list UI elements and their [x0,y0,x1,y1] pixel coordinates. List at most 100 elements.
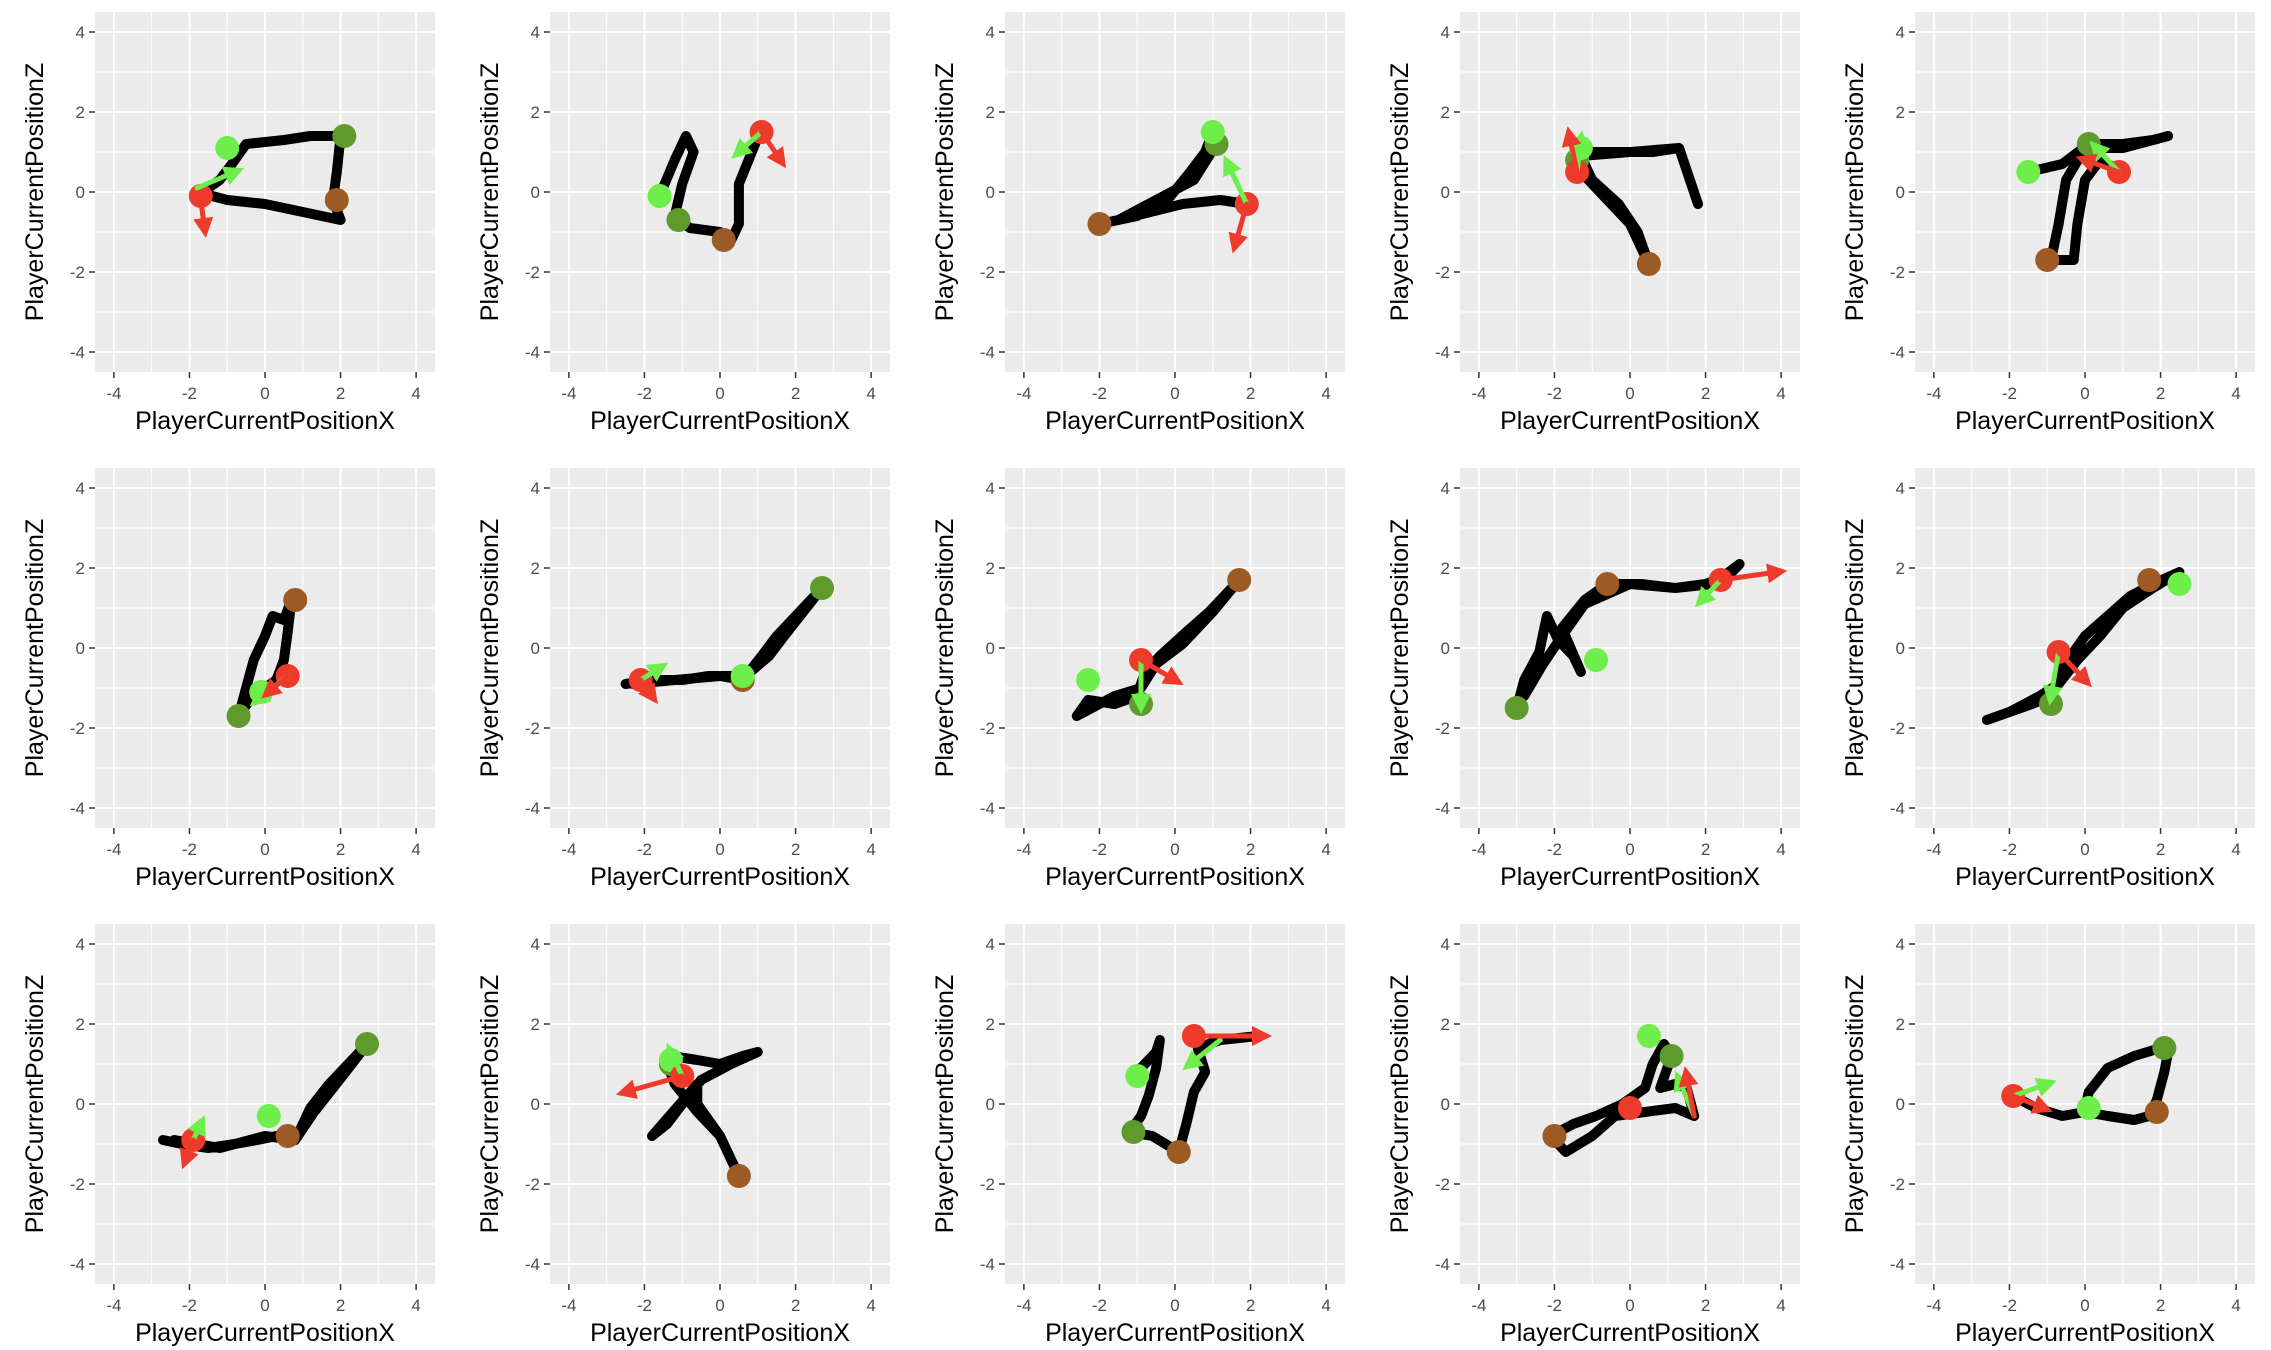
brown-point [711,228,736,252]
direction-arrow-red [1138,657,1184,686]
facet-panel-8: -4 -2 0 2 4 -4 -2 0 2 4 PlayerCurrentPositionX Play… [931,468,1345,891]
x-axis-title: PlayerCurrentPositionX [1500,863,1760,891]
brown-point [283,588,308,612]
y-tick-label: -4 [525,1255,540,1274]
x-tick-label: -4 [561,840,576,859]
y-tick-label: 0 [531,639,540,658]
y-tick-label: 0 [1441,1095,1450,1114]
x-tick-label: 0 [2080,1296,2089,1315]
x-tick-label: 0 [1625,384,1634,403]
x-axis-title: PlayerCurrentPositionX [1045,407,1305,435]
brown-point [275,1124,300,1148]
direction-arrow-red [179,1137,199,1170]
x-tick-label: 0 [715,840,724,859]
direction-arrow-red [1228,201,1250,254]
x-axis-title: PlayerCurrentPositionX [590,407,850,435]
x-axis-title: PlayerCurrentPositionX [135,407,395,435]
x-axis-title: PlayerCurrentPositionX [1045,1319,1305,1347]
x-axis-title: PlayerCurrentPositionX [1045,863,1305,891]
facet-panel-3: -4 -2 0 2 4 -4 -2 0 2 4 PlayerCurrentPositionX Play… [931,12,1345,435]
dark-green-point [355,1032,379,1056]
direction-arrow-green [2010,1077,2057,1099]
y-tick-label: -4 [1890,1255,1905,1274]
x-tick-label: -4 [1926,1296,1941,1315]
x-tick-label: -4 [561,384,576,403]
y-tick-label: 4 [1441,935,1450,954]
x-axis-title: PlayerCurrentPositionX [1955,407,2215,435]
y-tick-label: 0 [1896,1095,1905,1114]
facet-panel-13: -4 -2 0 2 4 -4 -2 0 2 4 PlayerCurrentPositionX Play… [931,924,1345,1347]
y-tick-label: -4 [70,343,85,362]
trajectory-path [647,1047,763,1181]
x-tick-label: -2 [1092,384,1107,403]
facet-panel-1: -4 -2 0 2 4 -4 -2 0 2 4 PlayerCurrentPositionX Play… [21,12,435,435]
y-tick-label: -2 [980,719,995,738]
facet-panel-11: -4 -2 0 2 4 -4 -2 0 2 4 PlayerCurrentPositionX Play… [21,924,435,1347]
x-tick-label: -4 [1926,840,1941,859]
y-tick-label: 0 [76,639,85,658]
x-tick-label: 4 [866,840,875,859]
direction-arrow-red [2075,153,2122,175]
y-axis-title: PlayerCurrentPositionZ [476,975,504,1233]
y-tick-label: 0 [986,183,995,202]
x-tick-label: 2 [336,840,345,859]
y-tick-label: -4 [525,343,540,362]
y-tick-label: 4 [1896,479,1905,498]
x-tick-label: -2 [637,840,652,859]
dark-green-point [1121,1120,1146,1144]
direction-arrow-green [1694,577,1724,608]
y-tick-label: 0 [531,183,540,202]
direction-arrow-green [187,1114,206,1143]
direction-arrow-green [2089,140,2122,175]
direction-arrow-red [638,677,658,705]
facet-panel-12: -4 -2 0 2 4 -4 -2 0 2 4 PlayerCurrentPositionX Play… [476,924,890,1347]
direction-arrow-red [615,1073,685,1099]
direction-arrow-red [261,673,291,699]
y-tick-label: -2 [980,1175,995,1194]
y-tick-label: -2 [525,719,540,738]
direction-arrow-red [1561,126,1582,175]
facet-panel-15: -4 -2 0 2 4 -4 -2 0 2 4 PlayerCurrentPositionX Play… [1841,924,2255,1347]
x-tick-label: -2 [1092,840,1107,859]
brown-point [726,1164,751,1188]
brown-point [1087,212,1112,236]
x-axis-title: PlayerCurrentPositionX [1955,1319,2215,1347]
y-tick-label: -2 [1435,1175,1450,1194]
red-point [1618,1096,1642,1120]
y-axis-title: PlayerCurrentPositionZ [476,63,504,321]
y-tick-label: 2 [531,103,540,122]
x-tick-label: 2 [1246,840,1255,859]
y-tick-label: 0 [986,639,995,658]
y-tick-label: 4 [531,935,540,954]
direction-arrow-green [731,129,765,159]
x-tick-label: 2 [1246,384,1255,403]
y-tick-label: 2 [531,559,540,578]
y-tick-label: -4 [1890,343,1905,362]
y-axis-title: PlayerCurrentPositionZ [1841,519,1869,777]
y-axis-title: PlayerCurrentPositionZ [21,63,49,321]
y-tick-label: 4 [76,479,85,498]
y-tick-label: 0 [1441,639,1450,658]
y-tick-label: -2 [70,1175,85,1194]
y-tick-label: -4 [980,343,995,362]
x-tick-label: -4 [1016,384,1031,403]
x-tick-label: 2 [2156,384,2165,403]
x-tick-label: -2 [1547,1296,1562,1315]
trajectory-path [654,123,767,245]
y-tick-label: 2 [1896,1015,1905,1034]
y-tick-label: 2 [1896,559,1905,578]
light-green-point [730,664,755,688]
y-tick-label: 0 [531,1095,540,1114]
dark-green-point [1659,1044,1684,1068]
x-tick-label: -2 [2002,1296,2017,1315]
y-tick-label: -2 [70,263,85,282]
y-tick-label: 0 [1896,183,1905,202]
x-tick-label: 2 [1701,1296,1710,1315]
y-tick-label: 4 [1896,23,1905,42]
y-tick-label: 4 [1441,23,1450,42]
x-tick-label: 4 [1321,1296,1330,1315]
y-tick-label: 0 [76,1095,85,1114]
red-point [188,184,213,208]
direction-arrow-green [638,662,668,683]
